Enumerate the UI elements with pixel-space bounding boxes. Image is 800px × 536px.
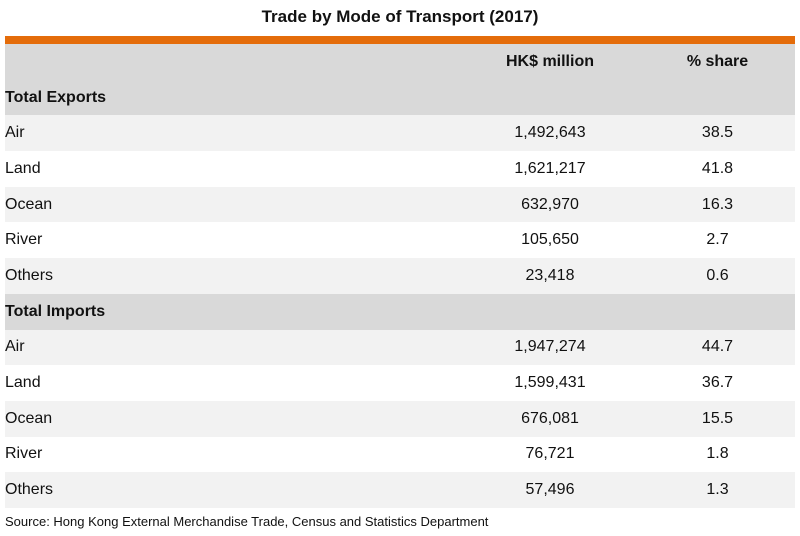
mode-cell: River (5, 222, 460, 259)
section-label: Total Imports (5, 293, 460, 330)
value-cell: 632,970 (460, 186, 640, 223)
share-cell: 44.7 (640, 329, 795, 366)
share-cell: 36.7 (640, 365, 795, 401)
share-cell: 1.8 (640, 436, 795, 473)
share-cell: 41.8 (640, 151, 795, 187)
value-cell: 76,721 (460, 436, 640, 473)
value-cell: 1,947,274 (460, 329, 640, 366)
table-body: Total Exports Air 1,492,643 38.5 Land 1,621,2… (5, 79, 795, 508)
share-cell: 38.5 (640, 115, 795, 152)
value-cell: 676,081 (460, 400, 640, 437)
share-cell: 15.5 (640, 400, 795, 437)
mode-cell: Air (5, 329, 460, 366)
share-cell: 2.7 (640, 222, 795, 259)
mode-cell: Others (5, 472, 460, 508)
section-row: Total Exports (5, 79, 795, 116)
value-cell: 23,418 (460, 258, 640, 294)
mode-cell: Ocean (5, 186, 460, 223)
table-row: Ocean 632,970 16.3 (5, 186, 795, 223)
share-cell: 1.3 (640, 472, 795, 508)
table-row: Air 1,947,274 44.7 (5, 329, 795, 366)
header-share: % share (640, 44, 795, 80)
table-row: Land 1,621,217 41.8 (5, 151, 795, 187)
section-empty-cell (460, 79, 640, 116)
section-label: Total Exports (5, 79, 460, 116)
section-row: Total Imports (5, 293, 795, 330)
table-row: Others 57,496 1.3 (5, 472, 795, 508)
value-cell: 57,496 (460, 472, 640, 508)
table-row: Others 23,418 0.6 (5, 258, 795, 294)
value-cell: 1,492,643 (460, 115, 640, 152)
value-cell: 1,621,217 (460, 151, 640, 187)
table-row: River 76,721 1.8 (5, 436, 795, 473)
section-empty-cell (640, 79, 795, 116)
section-empty-cell (640, 293, 795, 330)
table-title: Trade by Mode of Transport (2017) (261, 7, 539, 26)
mode-cell: River (5, 436, 460, 473)
table-row: River 105,650 2.7 (5, 222, 795, 259)
mode-cell: Others (5, 258, 460, 294)
table-row: Air 1,492,643 38.5 (5, 115, 795, 152)
accent-bar (5, 36, 795, 44)
share-cell: 16.3 (640, 186, 795, 223)
header-row: HK$ million % share (5, 44, 795, 80)
mode-cell: Ocean (5, 400, 460, 437)
header-label (5, 44, 460, 80)
mode-cell: Land (5, 151, 460, 187)
mode-cell: Land (5, 365, 460, 401)
source-note: Source: Hong Kong External Merchandise T… (5, 514, 489, 529)
trade-table: HK$ million % share Total Exports Air 1,49… (5, 44, 795, 508)
section-empty-cell (460, 293, 640, 330)
value-cell: 1,599,431 (460, 365, 640, 401)
value-cell: 105,650 (460, 222, 640, 259)
table-row: Land 1,599,431 36.7 (5, 365, 795, 401)
header-value: HK$ million (460, 44, 640, 80)
mode-cell: Air (5, 115, 460, 152)
table-row: Ocean 676,081 15.5 (5, 400, 795, 437)
share-cell: 0.6 (640, 258, 795, 294)
